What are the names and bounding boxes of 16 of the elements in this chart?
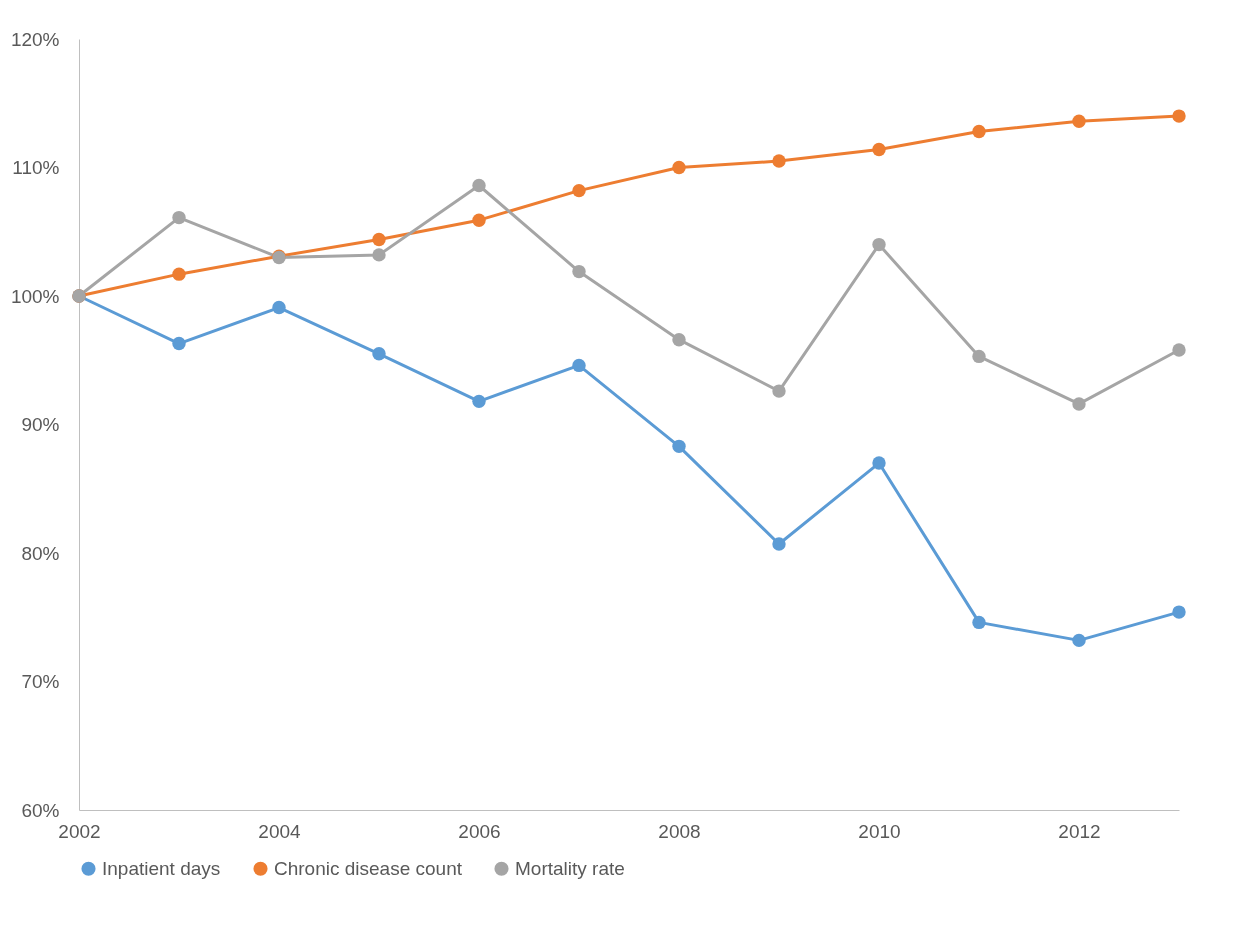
x-tick-label: 2008 — [658, 820, 701, 842]
x-tick-label: 2012 — [1058, 820, 1101, 842]
y-tick-label: 80% — [21, 542, 60, 564]
legend-label: Chronic disease count — [274, 857, 463, 879]
y-tick-label: 110% — [12, 157, 60, 178]
legend-label: Inpatient days — [102, 857, 221, 879]
x-tick-label: 2004 — [258, 820, 302, 842]
y-tick-label: 60% — [21, 799, 60, 821]
y-tick-label: 100% — [10, 285, 60, 307]
y-tick-label: 120% — [10, 28, 60, 50]
x-tick-label: 2010 — [858, 820, 901, 842]
x-tick-label: 2002 — [58, 820, 101, 842]
y-tick-label: 70% — [21, 671, 60, 692]
legend-label: Mortality rate — [515, 857, 625, 879]
y-tick-label: 90% — [21, 414, 60, 435]
x-tick-label: 2006 — [458, 820, 501, 842]
